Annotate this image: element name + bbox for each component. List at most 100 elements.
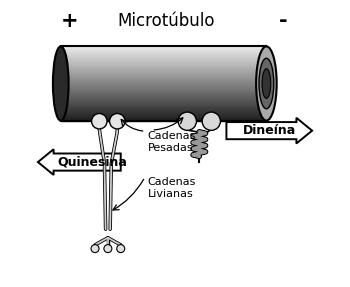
Ellipse shape [53,46,69,121]
Bar [61,117,266,118]
Bar [61,99,266,100]
Bar [61,67,266,69]
Bar [61,48,266,49]
Bar [61,94,266,96]
Bar [61,75,266,76]
Bar [61,78,266,79]
Bar [61,94,266,95]
Bar [61,53,266,54]
Bar [61,79,266,80]
Bar [61,61,266,62]
Bar [61,92,266,94]
Bar [61,90,266,91]
Bar [61,70,266,71]
Text: Cadenas
Livianas: Cadenas Livianas [148,177,196,199]
Bar [61,107,266,108]
Bar [61,113,266,114]
Bar [61,82,266,83]
Circle shape [92,114,107,129]
Bar [61,111,266,112]
Bar [61,77,266,78]
Text: Cadenas
Pesadas: Cadenas Pesadas [148,131,196,153]
Circle shape [202,112,220,130]
Text: Dineína: Dineína [243,124,296,137]
Bar [61,65,266,66]
Bar [61,116,266,117]
Bar [61,97,266,98]
Bar [61,67,266,68]
Bar [61,57,266,59]
Bar [61,89,266,90]
Bar [61,74,266,75]
Bar [61,62,266,63]
Bar [61,52,266,53]
Bar [61,51,266,52]
Bar [61,115,266,116]
Bar [61,102,266,103]
Bar [61,95,266,96]
Bar [61,91,266,92]
Bar [61,100,266,101]
Bar [61,109,266,110]
Bar [61,56,266,57]
Bar [61,104,266,106]
Bar [61,86,266,87]
Ellipse shape [256,46,277,121]
Bar [61,83,266,84]
Bar [61,88,266,89]
Bar [61,110,266,111]
Bar [61,69,266,71]
Bar [61,64,266,65]
Bar [61,106,266,108]
Bar [61,114,266,115]
Bar [61,72,266,73]
Circle shape [110,114,125,129]
Bar [61,119,266,121]
Ellipse shape [259,58,274,109]
Bar [61,54,266,55]
Bar [61,96,266,98]
Bar [61,50,266,51]
Bar [61,47,266,48]
Bar [61,55,266,57]
Ellipse shape [262,69,271,98]
Circle shape [117,245,125,253]
FancyArrow shape [38,149,121,175]
Bar [61,84,266,85]
Bar [61,85,266,86]
Bar [61,108,266,110]
Bar [61,66,266,67]
Circle shape [178,112,196,130]
Bar [61,106,266,107]
Bar [61,118,266,119]
FancyArrow shape [226,118,312,144]
Bar [61,92,266,93]
Bar [61,49,266,50]
Bar [61,46,266,121]
Bar [61,87,266,88]
Bar [61,71,266,72]
Bar [61,59,266,60]
Text: Quinesina: Quinesina [57,156,127,168]
Bar [61,46,266,47]
Bar [61,63,266,64]
Bar [61,101,266,102]
Bar [61,80,266,82]
Text: +: + [61,11,78,31]
Bar [61,103,266,104]
Bar [61,55,266,56]
Bar [61,73,266,74]
Bar [61,82,266,84]
Bar [61,60,266,61]
Bar [61,98,266,99]
Bar [61,79,266,81]
Text: -: - [279,11,288,31]
Circle shape [104,245,112,253]
Bar [61,68,266,70]
Circle shape [91,245,99,253]
Bar [61,112,266,113]
Text: Microtúbulo: Microtúbulo [118,12,215,30]
Bar [61,76,266,77]
Bar [61,104,266,105]
Bar [61,58,266,59]
